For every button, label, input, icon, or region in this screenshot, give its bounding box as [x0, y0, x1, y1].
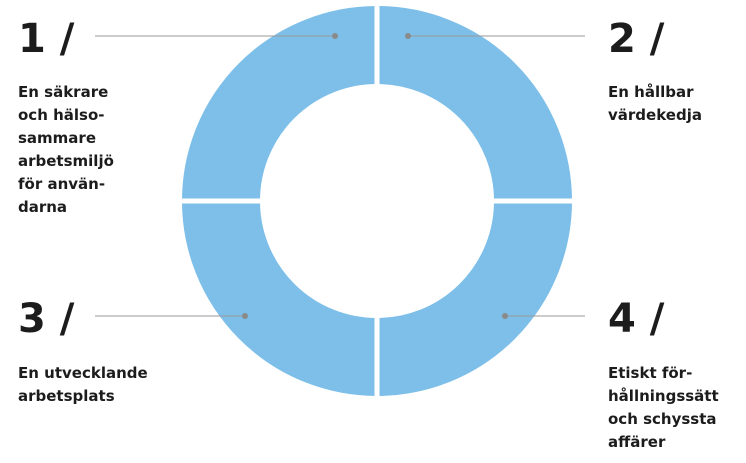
item-number: 1 / — [18, 16, 75, 62]
leader-dot — [242, 313, 248, 319]
item-text: En hållbar — [608, 83, 694, 101]
item-text: darna — [18, 198, 67, 216]
item-text: och schyssta — [608, 410, 717, 428]
leader-dot — [502, 313, 508, 319]
item-text: värdekedja — [608, 106, 702, 124]
item-text: En utvecklande — [18, 364, 148, 382]
item-text: arbetsmiljö — [18, 152, 114, 170]
item-number: 2 / — [608, 16, 665, 62]
donut — [170, 0, 590, 400]
item-text: En säkrare — [18, 83, 108, 101]
item-text: för använ- — [18, 175, 105, 193]
item-text: hållningssätt — [608, 387, 719, 405]
item-text: och hälso- — [18, 106, 105, 124]
leader-dot — [332, 33, 338, 39]
item-text: arbetsplats — [18, 387, 115, 405]
item-number: 4 / — [608, 296, 665, 342]
item-text: affärer — [608, 433, 666, 451]
item-text: Etiskt för- — [608, 364, 692, 382]
item-text: sammare — [18, 129, 96, 147]
item-number: 3 / — [18, 296, 75, 342]
gap-horizontal — [170, 198, 590, 204]
leader-dot — [405, 33, 411, 39]
